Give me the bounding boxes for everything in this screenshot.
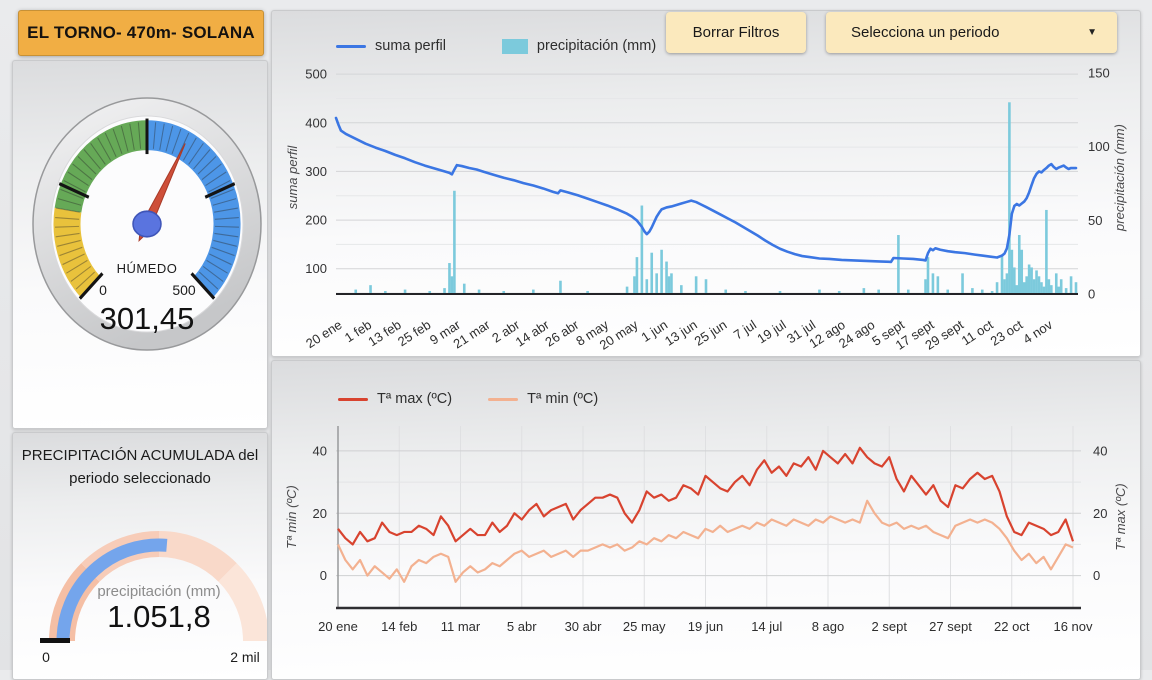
period-selector-label: Selecciona un periodo	[851, 24, 1000, 41]
station-title-card: EL TORNO- 470m- SOLANA	[18, 10, 264, 56]
svg-text:500: 500	[172, 282, 196, 298]
chart2-legend-label-1: Tª min (ºC)	[527, 391, 599, 407]
svg-text:500: 500	[305, 67, 327, 82]
suma-perfil-chart-card: suma perfil precipitación (mm) 100 200 300 4…	[271, 10, 1141, 357]
svg-text:14 jul: 14 jul	[751, 619, 782, 634]
gauge-hub	[132, 210, 162, 238]
svg-text:200: 200	[305, 213, 327, 228]
svg-text:20: 20	[1093, 506, 1107, 521]
suma-perfil-line	[334, 116, 1078, 264]
chart1-legend-item-0: suma perfil	[336, 38, 446, 54]
chart1-legend-swatch-0	[336, 44, 366, 48]
svg-text:8 ago: 8 ago	[812, 619, 845, 634]
svg-text:2 mil: 2 mil	[230, 649, 260, 665]
svg-text:suma perfil: suma perfil	[285, 145, 300, 210]
svg-text:precipitación (mm): precipitación (mm)	[1112, 124, 1127, 232]
svg-text:20 ene: 20 ene	[318, 619, 358, 634]
chart2-legend: Tª max (ºC) Tª min (ºC)	[338, 391, 598, 407]
svg-text:13 jun: 13 jun	[662, 317, 700, 349]
svg-text:22 oct: 22 oct	[994, 619, 1030, 634]
chart2-legend-item-1: Tª min (ºC)	[488, 391, 598, 407]
svg-text:11 mar: 11 mar	[441, 619, 481, 634]
precip-progress-arc	[56, 538, 168, 642]
svg-text:20: 20	[313, 506, 327, 521]
svg-text:0: 0	[1088, 287, 1095, 302]
svg-text:16 nov: 16 nov	[1053, 619, 1093, 634]
svg-text:100: 100	[1088, 139, 1110, 154]
svg-text:25 may: 25 may	[623, 619, 666, 634]
svg-text:26 abr: 26 abr	[542, 317, 582, 350]
svg-text:Tª min (ºC): Tª min (ºC)	[284, 485, 299, 549]
svg-text:5 abr: 5 abr	[507, 619, 537, 634]
svg-text:30 abr: 30 abr	[565, 619, 603, 634]
tmin-line	[337, 499, 1074, 583]
chart2-legend-swatch-0	[338, 397, 368, 401]
chart2-legend-label-0: Tª max (ºC)	[377, 391, 453, 407]
humidity-state-label: HÚMEDO	[117, 261, 178, 276]
suma-perfil-precipitation-chart[interactable]: 100 200 300 400 500 0 50 100 150 suma perfil preci…	[272, 11, 1140, 356]
precip-gauge-label: precipitación (mm)	[97, 583, 220, 600]
svg-text:7 jul: 7 jul	[731, 317, 759, 343]
chevron-down-icon: ▼	[1087, 27, 1097, 38]
svg-text:40: 40	[1093, 443, 1107, 458]
svg-text:11 oct: 11 oct	[959, 317, 996, 349]
chart1-legend-swatch-1	[501, 38, 528, 54]
svg-text:40: 40	[313, 443, 327, 458]
svg-text:100: 100	[305, 261, 327, 276]
svg-text:400: 400	[305, 115, 327, 130]
precip-gauge-card: PRECIPITACIÓN ACUMULADA del periodo sele…	[12, 432, 268, 680]
svg-text:25 jun: 25 jun	[692, 317, 730, 349]
svg-text:50: 50	[1088, 213, 1102, 228]
chart1-legend-label-0: suma perfil	[375, 38, 446, 54]
station-title: EL TORNO- 470m- SOLANA	[27, 23, 255, 42]
svg-text:2 sept: 2 sept	[872, 619, 908, 634]
svg-text:0: 0	[99, 282, 107, 298]
svg-text:Tª max (ºC): Tª max (ºC)	[1113, 483, 1128, 550]
svg-text:0: 0	[1093, 568, 1100, 583]
svg-text:19 jul: 19 jul	[754, 317, 788, 347]
clear-filters-button[interactable]: Borrar Filtros	[666, 12, 806, 53]
svg-text:25 feb: 25 feb	[395, 317, 433, 349]
svg-text:20 ene: 20 ene	[303, 317, 345, 351]
chart2-legend-swatch-1	[488, 397, 519, 401]
svg-text:300: 300	[305, 164, 327, 179]
precip-gauge-title: PRECIPITACIÓN ACUMULADA del periodo sele…	[21, 447, 259, 488]
chart1-legend-label-1: precipitación (mm)	[536, 38, 657, 54]
svg-text:4 nov: 4 nov	[1020, 317, 1055, 347]
svg-text:19 jun: 19 jun	[688, 619, 723, 634]
chart1-legend-item-1: precipitación (mm)	[501, 38, 657, 54]
humidity-gauge: HÚMEDO 0 500 301,45	[32, 97, 262, 351]
temperature-chart-card: Tª max (ºC) Tª min (ºC) 0 0 20 20 40 40 Tª min …	[271, 360, 1141, 680]
gauge-start-tick	[40, 638, 70, 643]
chart1-legend: suma perfil precipitación (mm)	[336, 38, 656, 54]
svg-text:14 feb: 14 feb	[381, 619, 417, 634]
svg-text:150: 150	[1088, 65, 1110, 80]
humidity-gauge-card: HÚMEDO 0 500 301,45	[12, 60, 268, 429]
precip-gauge-value: 1.051,8	[107, 599, 210, 634]
chart2-legend-item-0: Tª max (ºC)	[338, 391, 452, 407]
svg-text:27 sept: 27 sept	[929, 619, 972, 634]
period-selector[interactable]: Selecciona un periodo ▼	[826, 12, 1117, 53]
precip-accumulated-gauge: 0 2 mil precipitación (mm)1.051,8	[40, 531, 267, 665]
tmax-line	[337, 446, 1075, 546]
svg-text:23 oct: 23 oct	[988, 317, 1026, 349]
svg-text:0: 0	[320, 568, 327, 583]
svg-text:13 feb: 13 feb	[365, 317, 403, 349]
svg-text:0: 0	[42, 649, 50, 665]
humidity-gauge-value: 301,45	[100, 301, 195, 336]
temperature-chart[interactable]: 0 0 20 20 40 40 Tª min (ºC) Tª max (ºC) 20 ene 14…	[272, 361, 1140, 679]
precipitacion-bars	[354, 102, 1078, 294]
